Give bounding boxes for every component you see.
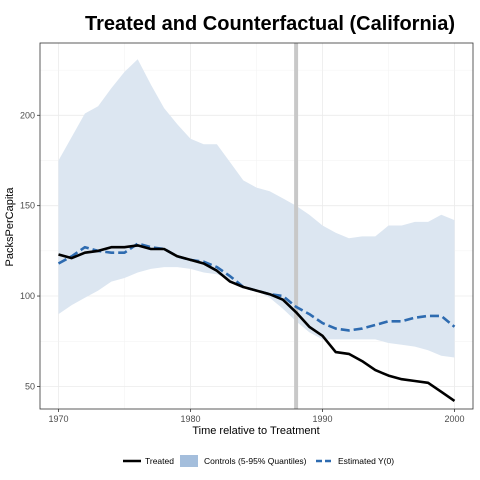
x-tick-label: 1980 — [180, 414, 200, 424]
plot-border — [39, 42, 474, 410]
controls-band-layer — [58, 59, 455, 358]
controls-quantile-band — [58, 59, 455, 358]
y-tick-label: 100 — [20, 291, 35, 301]
y-axis: 50 100 150 200 — [20, 110, 40, 391]
legend-key-controls — [180, 455, 198, 467]
y-axis-label: PacksPerCapita — [4, 187, 16, 267]
legend-label-treated: Treated — [145, 456, 174, 466]
x-tick-label: 1990 — [312, 414, 332, 424]
y-tick-label: 150 — [20, 201, 35, 211]
x-axis: 1970 1980 1990 2000 — [48, 409, 465, 424]
series-line-treated — [58, 244, 456, 402]
legend-label-controls: Controls (5-95% Quantiles) — [204, 456, 307, 466]
legend-label-estimated: Estimated Y(0) — [338, 456, 394, 466]
x-tick-label: 1970 — [48, 414, 68, 424]
chart-title: Treated and Counterfactual (California) — [85, 13, 455, 35]
y-tick-label: 200 — [20, 110, 35, 120]
x-axis-label: Time relative to Treatment — [192, 425, 319, 437]
series-lines-layer — [57, 242, 456, 402]
y-tick-label: 50 — [25, 381, 35, 391]
legend: Treated Controls (5-95% Quantiles) Estim… — [123, 455, 394, 467]
x-tick-label: 2000 — [445, 414, 465, 424]
series-line-estimated — [57, 242, 456, 332]
